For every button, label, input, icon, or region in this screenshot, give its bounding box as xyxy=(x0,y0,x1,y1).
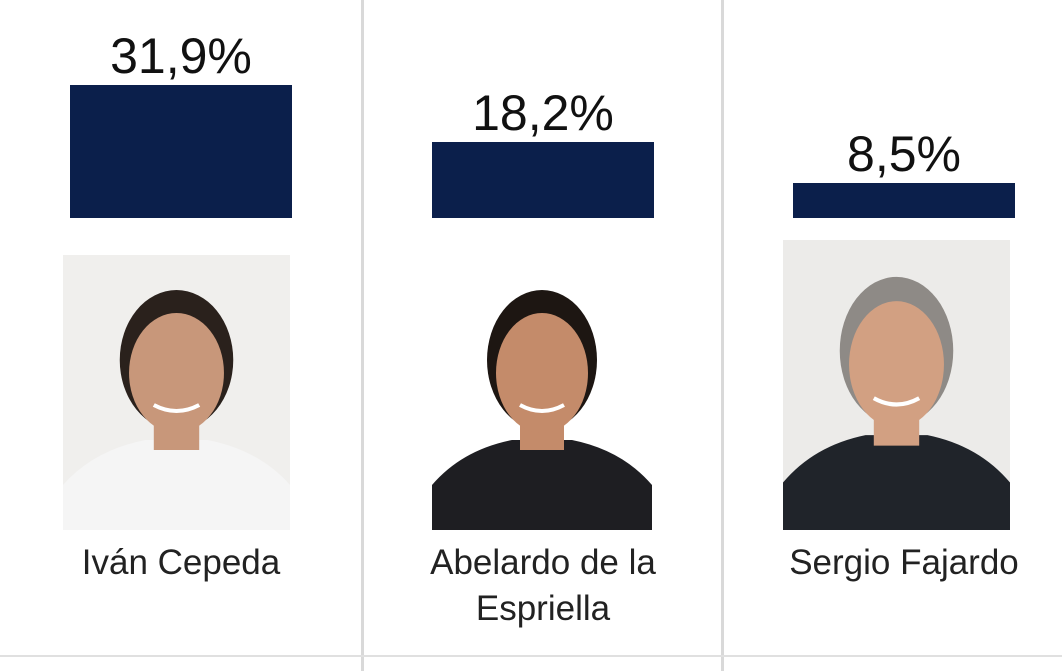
candidate-name: Abelardo de la Espriella xyxy=(430,543,656,628)
person-photo xyxy=(432,255,652,530)
candidate-name: Iván Cepeda xyxy=(81,543,281,582)
candidate-name: Sergio Fajardo xyxy=(789,543,1019,582)
column-divider xyxy=(721,0,724,671)
bar xyxy=(432,142,654,218)
column-divider xyxy=(361,0,364,671)
bar xyxy=(70,84,292,218)
bar xyxy=(793,182,1015,218)
person-photo xyxy=(63,255,290,530)
data-label: 8,5% xyxy=(847,125,961,182)
data-label: 31,9% xyxy=(110,27,252,84)
data-label: 18,2% xyxy=(472,85,614,142)
person-photo xyxy=(783,240,1010,530)
baseline-divider xyxy=(0,655,1062,657)
